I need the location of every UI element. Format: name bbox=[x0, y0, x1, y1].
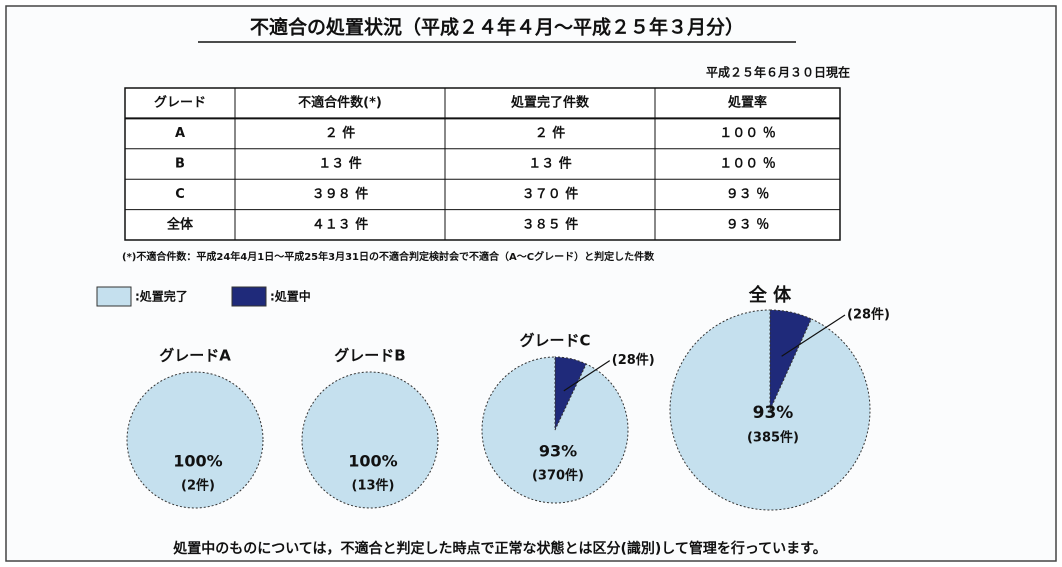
table-cell: １３ 件 bbox=[528, 156, 572, 172]
legend-swatch bbox=[96, 286, 132, 307]
legend-label: :処置完了 bbox=[135, 289, 188, 304]
table-cell: ３７０ 件 bbox=[522, 186, 579, 202]
pie-count: (370件) bbox=[532, 468, 584, 484]
pie-percent: 93% bbox=[539, 442, 577, 461]
pie-percent: 93% bbox=[753, 403, 794, 423]
pie-percent: 100% bbox=[173, 452, 222, 471]
date: 平成２５年６月３０日現在 bbox=[706, 65, 850, 80]
table-cell: １００ ％ bbox=[719, 157, 776, 172]
table-cell: 全体 bbox=[166, 216, 194, 232]
pie-title: 全 体 bbox=[748, 284, 792, 306]
table-cell: ２ 件 bbox=[325, 125, 356, 141]
legend-label: :処置中 bbox=[270, 289, 311, 304]
table-cell: １００ ％ bbox=[719, 126, 776, 141]
table-cell: ３８５ 件 bbox=[522, 216, 579, 232]
pie-percent: 100% bbox=[348, 452, 397, 471]
table-header: 処置率 bbox=[727, 95, 767, 111]
legend-swatch bbox=[231, 286, 267, 307]
pie-title: グレードB bbox=[334, 347, 405, 365]
pie-title: グレードA bbox=[159, 347, 231, 365]
table-cell: ９３ ％ bbox=[726, 217, 770, 232]
pie-slice bbox=[669, 309, 871, 511]
table bbox=[124, 87, 841, 241]
pie-slice bbox=[301, 371, 439, 509]
pie-slice bbox=[126, 371, 264, 509]
pie-count: (28件) bbox=[847, 307, 890, 323]
table-header: 不適合件数(*) bbox=[298, 95, 382, 111]
table-cell: ２ 件 bbox=[535, 125, 566, 141]
leader-line bbox=[563, 360, 611, 392]
table-cell: C bbox=[175, 187, 185, 202]
table-header: 処置完了件数 bbox=[510, 95, 590, 111]
pie-count: (2件) bbox=[181, 478, 215, 494]
table-cell: １３ 件 bbox=[318, 156, 362, 172]
table-cell: B bbox=[175, 157, 185, 172]
footnote: (*)不適合件数：平成24年4月1日～平成25年3月31日の不適合判定検討会で不… bbox=[122, 250, 655, 263]
table-cell: ３９８ 件 bbox=[312, 186, 369, 202]
table-cell: A bbox=[175, 126, 185, 141]
table-header: グレード bbox=[154, 95, 206, 111]
pie-slice bbox=[481, 356, 629, 504]
pie-count: (28件) bbox=[612, 352, 655, 368]
title: 不適合の処置状況（平成２４年４月～平成２５年３月分） bbox=[250, 16, 744, 39]
pie-count: (385件) bbox=[747, 430, 799, 446]
pie-title: グレードC bbox=[519, 332, 590, 350]
table-cell: ４１３ 件 bbox=[312, 216, 369, 232]
table-cell: ９３ ％ bbox=[726, 187, 770, 202]
note: 処置中のものについては，不適合と判定した時点で正常な状態とは区分(識別)して管理… bbox=[172, 540, 827, 557]
leader-line bbox=[781, 314, 846, 357]
pie-count: (13件) bbox=[352, 478, 395, 494]
